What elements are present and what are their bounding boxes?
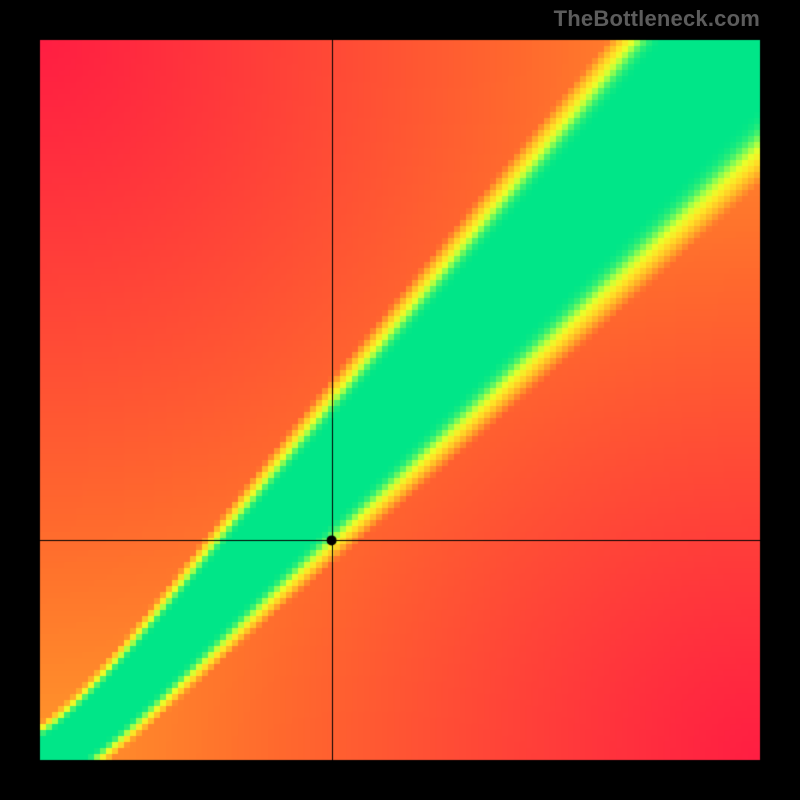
bottleneck-heatmap-canvas	[0, 0, 800, 800]
chart-container: TheBottleneck.com	[0, 0, 800, 800]
